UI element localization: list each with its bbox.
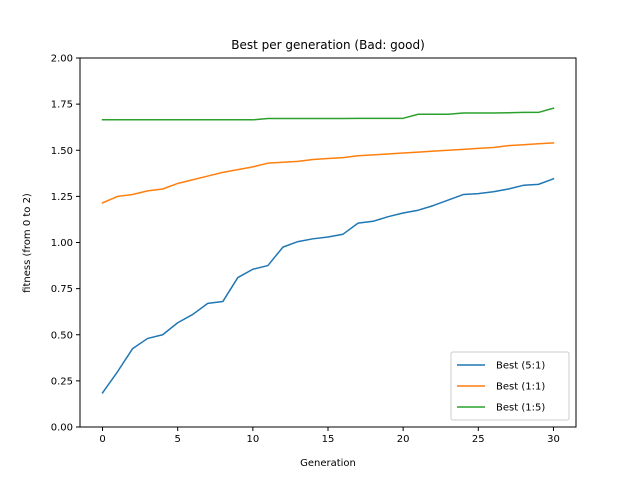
- x-tick-label: 15: [322, 434, 335, 445]
- series-line-1: [101, 177, 555, 394]
- x-tick-label: 5: [175, 434, 181, 445]
- y-tick-label: 2.00: [51, 54, 73, 65]
- y-tick-label: 0.75: [51, 284, 73, 295]
- y-tick-label: 0.00: [51, 423, 73, 434]
- x-tick-label: 0: [99, 434, 105, 445]
- x-tick-label: 10: [246, 434, 259, 445]
- x-axis-label: Generation: [300, 458, 356, 469]
- y-axis-label: fitness (from 0 to 2): [22, 193, 33, 293]
- series-lines: [101, 107, 555, 394]
- legend: Best (5:1) Best (1:1) Best (1:5): [450, 351, 570, 421]
- y-tick-label: 1.00: [51, 238, 73, 249]
- y-tick-label: 1.25: [51, 192, 73, 203]
- x-tick-label: 20: [397, 434, 410, 445]
- series-line-2: [101, 142, 555, 204]
- legend-label: Best (5:1): [496, 361, 545, 372]
- legend-label: Best (1:5): [496, 403, 545, 414]
- y-tick-label: 0.50: [51, 330, 73, 341]
- y-tick-label: 0.25: [51, 376, 73, 387]
- y-tick-label: 1.50: [51, 146, 73, 157]
- x-tick-label: 30: [547, 434, 560, 445]
- plot-frame: [79, 57, 577, 428]
- legend-label: Best (1:1): [496, 382, 545, 393]
- y-axis-ticks: 0.00 0.25 0.50 0.75 1.00 1.25 1.50 1.75 2.00: [51, 54, 80, 434]
- chart-title: Best per generation (Bad: good): [231, 38, 425, 52]
- y-tick-label: 1.75: [51, 100, 73, 111]
- series-line-3: [101, 107, 555, 121]
- x-tick-label: 25: [472, 434, 485, 445]
- legend-box: [450, 351, 570, 421]
- x-axis-ticks: 0 5 10 15 20 25 30: [99, 427, 560, 445]
